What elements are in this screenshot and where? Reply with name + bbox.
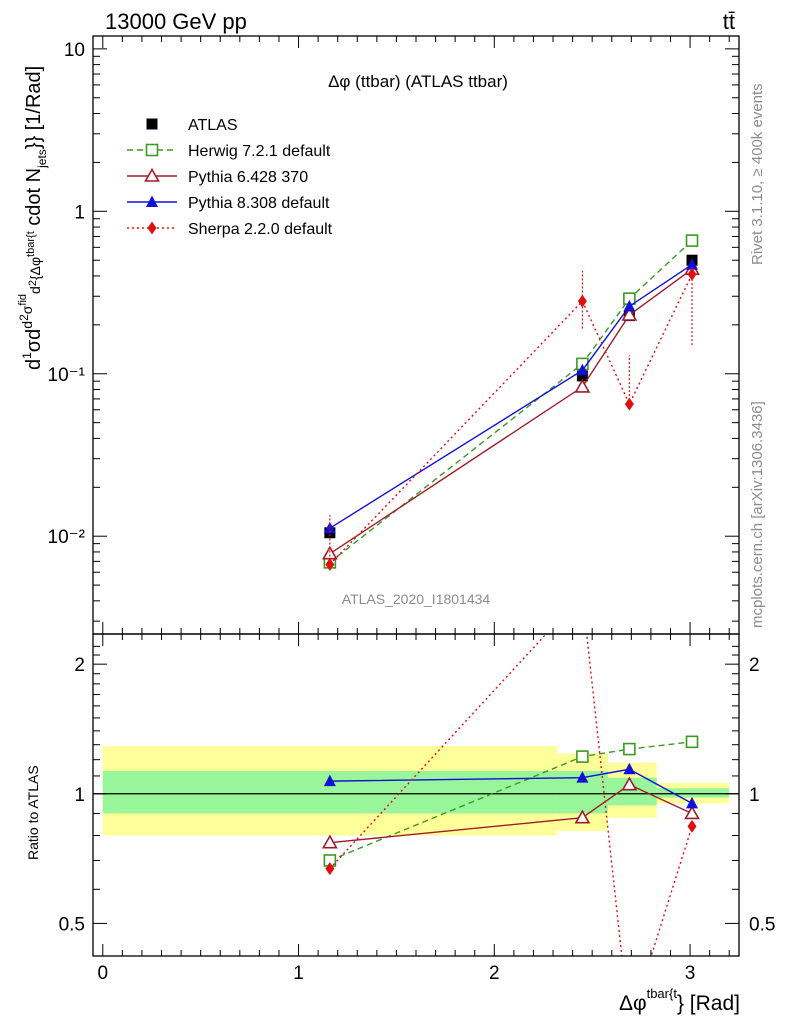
ratio-series-sherpa-2-2-0-default	[325, 588, 697, 1024]
ratio-series-pythia-6-428-370	[321, 776, 700, 849]
ratio-point-sherpa-2-2-0-default-3	[687, 819, 697, 833]
ratio-point-pythia-8-308-default-3	[686, 796, 699, 809]
main-series-pythia-8-308-default	[323, 258, 699, 534]
x-tick-label: 0	[97, 963, 108, 984]
main-series-sherpa-2-2-0-default	[325, 266, 697, 571]
legend-label: Pythia 8.308 default	[188, 195, 330, 212]
legend-marker	[147, 221, 157, 235]
ratio-y-tick-label-right: 1	[749, 785, 760, 806]
axes-layer: 0 1 2 3 10⁻² 10⁻¹ 1 10 0.5 0.5 1 1 2 2	[48, 35, 775, 984]
main-point-pythia-8-308-default-2	[623, 299, 636, 312]
ratio-point-pythia-6-428-370-0	[321, 834, 338, 849]
legend-entry-atlas: ATLAS	[146, 117, 238, 134]
main-point-pythia-8-308-default-3	[686, 258, 699, 270]
ratio-y-tick-label: 1	[74, 785, 85, 806]
ratio-point-pythia-8-308-default-0	[323, 774, 336, 787]
main-series-pythia-6-428-370	[321, 261, 700, 560]
ratio-point-pythia-6-428-370-2	[621, 776, 638, 791]
ratio-line-pythia-8-308-default	[329, 768, 693, 804]
main-point-sherpa-2-2-0-default-1	[577, 294, 587, 308]
main-point-atlas-1	[576, 370, 588, 382]
ratio-series-pythia-8-308-default	[323, 762, 699, 809]
x-tick-label: 2	[489, 963, 500, 984]
x-tick-label: 3	[685, 963, 696, 984]
legend-entry-pythia-6-428-370: Pythia 6.428 370	[127, 167, 308, 186]
legend-marker	[146, 118, 158, 130]
x-axis-title: Δφtbar{t} [Rad]	[619, 986, 740, 1015]
main-point-pythia-6-428-370-0	[321, 545, 338, 560]
main-title: Δφ (ttbar) (ATLAS ttbar)	[328, 72, 508, 91]
main-series-atlas	[324, 254, 698, 539]
main-series-herwig-7-2-1-default	[323, 234, 699, 569]
ratio-inner-band-3	[656, 788, 730, 798]
x-tick-label: 1	[293, 963, 304, 984]
process-label: tt̄	[723, 9, 735, 34]
main-point-pythia-8-308-default-1	[576, 363, 589, 376]
ratio-line-sherpa-2-2-0-default	[329, 634, 693, 956]
mcplots-label: mcplots.cern.ch [arXiv:1306.3436]	[749, 401, 766, 628]
legend-label: Herwig 7.2.1 default	[188, 143, 331, 160]
main-point-herwig-7-2-1-default-3	[685, 234, 699, 247]
main-y-tick-label: 1	[74, 202, 85, 223]
main-y-tick-label: 10⁻¹	[48, 365, 86, 386]
main-point-sherpa-2-2-0-default-0	[325, 557, 335, 571]
legend-entry-pythia-8-308-default: Pythia 8.308 default	[127, 195, 330, 212]
main-y-tick-label: 10⁻²	[48, 527, 86, 548]
ratio-y-tick-label: 0.5	[59, 914, 85, 935]
legend-marker	[145, 143, 159, 157]
ratio-line-herwig-7-2-1-default	[329, 741, 693, 862]
ratio-line-pythia-6-428-370	[329, 783, 693, 844]
ratio-point-herwig-7-2-1-default-3	[685, 735, 699, 749]
main-y-tick-label: 10	[64, 40, 85, 61]
svg-text:Δφtbar{t} [Rad]: Δφtbar{t} [Rad]	[619, 986, 740, 1015]
legend-entry-herwig-7-2-1-default: Herwig 7.2.1 default	[127, 143, 331, 160]
legend-label: Pythia 6.428 370	[188, 169, 308, 186]
legend-entry-sherpa-2-2-0-default: Sherpa 2.2.0 default	[127, 221, 333, 238]
ratio-point-herwig-7-2-1-default-2	[623, 742, 636, 756]
ratio-point-pythia-8-308-default-1	[576, 771, 589, 783]
rivet-version-label: Rivet 3.1.10, ≥ 400k events	[749, 83, 766, 265]
legend-label: ATLAS	[188, 117, 238, 134]
ratio-point-herwig-7-2-1-default-1	[576, 750, 589, 763]
ratio-point-pythia-6-428-370-3	[684, 805, 700, 820]
main-series-layer	[321, 234, 700, 571]
main-line-herwig-7-2-1-default	[329, 240, 693, 563]
ratio-y-axis-title: Ratio to ATLAS	[25, 765, 41, 860]
svg-text:d1σdd2σfidd2{Δφtbar{t cdot Nje: d1σdd2σfidd2{Δφtbar{t cdot Njets}} [1/Ra…	[17, 66, 49, 370]
legend: ATLAS Herwig 7.2.1 default Pythia 6.428 37…	[127, 117, 333, 238]
ratio-series-layer	[321, 588, 700, 1024]
main-line-sherpa-2-2-0-default	[329, 273, 693, 565]
main-point-sherpa-2-2-0-default-3	[687, 267, 697, 281]
energy-label: 13000 GeV pp	[105, 9, 247, 34]
main-line-pythia-6-428-370	[329, 268, 693, 555]
main-point-sherpa-2-2-0-default-2	[624, 397, 634, 411]
main-line-pythia-8-308-default	[329, 263, 693, 529]
ratio-y-tick-label: 2	[74, 655, 85, 676]
legend-label: Sherpa 2.2.0 default	[188, 221, 333, 238]
analysis-watermark: ATLAS_2020_I1801434	[342, 591, 491, 607]
ratio-point-pythia-6-428-370-1	[574, 809, 591, 824]
ratio-y-tick-label-right: 0.5	[749, 914, 775, 935]
ratio-point-sherpa-2-2-0-default-2	[625, 1019, 634, 1024]
ratio-point-sherpa-2-2-0-default-1	[578, 588, 587, 601]
main-y-axis-title: d1σdd2σfidd2{Δφtbar{t cdot Njets}} [1/Ra…	[17, 66, 49, 370]
main-point-pythia-6-428-370-1	[574, 378, 591, 393]
legend-marker	[146, 195, 158, 207]
ratio-point-pythia-8-308-default-2	[623, 762, 636, 775]
legend-marker	[144, 167, 160, 182]
ratio-point-sherpa-2-2-0-default-0	[325, 862, 335, 876]
main-point-pythia-6-428-370-2	[621, 306, 638, 321]
ratio-y-tick-label-right: 2	[749, 655, 760, 676]
